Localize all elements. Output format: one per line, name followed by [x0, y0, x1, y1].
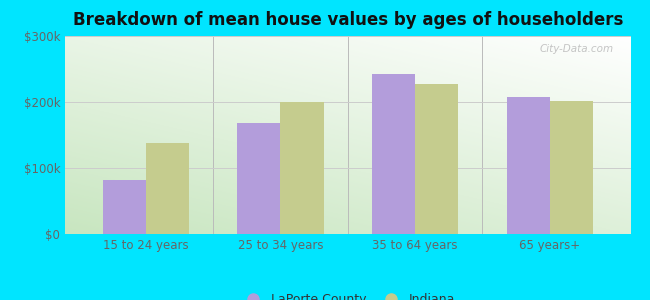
Bar: [103, 180, 146, 234]
Bar: [237, 123, 280, 234]
Bar: [372, 74, 415, 234]
Title: Breakdown of mean house values by ages of householders: Breakdown of mean house values by ages o…: [73, 11, 623, 29]
Bar: [506, 97, 550, 234]
Legend: LaPorte County, Indiana: LaPorte County, Indiana: [235, 288, 460, 300]
Bar: [550, 101, 593, 234]
Bar: [146, 143, 189, 234]
Text: City-Data.com: City-Data.com: [540, 44, 614, 54]
Bar: [280, 102, 324, 234]
Bar: [415, 83, 458, 234]
